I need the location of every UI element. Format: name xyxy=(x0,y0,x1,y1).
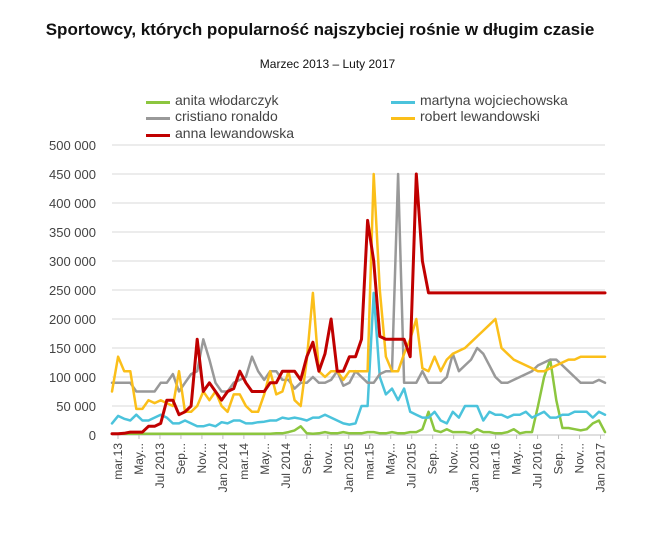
chart-title: Sportowcy, których popularność najszybci… xyxy=(45,20,595,39)
y-tick-label: 50 000 xyxy=(56,399,96,414)
x-tick-label: Jul 2014 xyxy=(279,443,293,489)
x-tick-label: Jan 2014 xyxy=(216,443,230,493)
y-tick-label: 150 000 xyxy=(49,341,96,356)
legend-label-robert: robert lewandowski xyxy=(420,108,540,124)
legend-swatch-anna xyxy=(146,134,170,137)
x-tick-label: Sep... xyxy=(300,443,314,474)
y-tick-label: 250 000 xyxy=(49,283,96,298)
legend-label-anita: anita włodarczyk xyxy=(175,92,279,108)
x-tick-label: Nov... xyxy=(195,443,209,473)
series-line-anna-lewandowska xyxy=(110,172,607,436)
x-tick-label: Nov... xyxy=(447,443,461,473)
series-line-martyna-wojciechowska xyxy=(110,291,607,428)
x-tick-label: May... xyxy=(132,443,146,475)
y-tick-label: 0 xyxy=(89,428,96,443)
x-tick-label: Sep... xyxy=(174,443,188,474)
x-tick-label: May... xyxy=(258,443,272,475)
legend-swatch-cristiano xyxy=(146,117,170,120)
x-tick-label: Jan 2017 xyxy=(594,443,608,493)
x-tick-label: mar.14 xyxy=(237,443,251,480)
x-tick-label: mar.13 xyxy=(111,443,125,480)
y-tick-label: 400 000 xyxy=(49,196,96,211)
y-tick-label: 500 000 xyxy=(49,138,96,153)
x-tick-label: Sep... xyxy=(552,443,566,474)
x-tick-label: Jul 2016 xyxy=(531,443,545,489)
legend-label-martyna: martyna wojciechowska xyxy=(420,92,568,108)
y-tick-label: 100 000 xyxy=(49,370,96,385)
series-line-anita-włodarczyk xyxy=(110,358,607,436)
legend-swatch-martyna xyxy=(391,101,415,104)
x-tick-label: mar.15 xyxy=(363,443,377,480)
x-tick-label: Jul 2013 xyxy=(153,443,167,489)
x-tick-label: Nov... xyxy=(573,443,587,473)
series-line-robert-lewandowski xyxy=(110,172,607,414)
legend-label-cristiano: cristiano ronaldo xyxy=(175,108,278,124)
y-tick-label: 350 000 xyxy=(49,225,96,240)
x-tick-label: Jul 2015 xyxy=(405,443,419,489)
chart-subtitle: Marzec 2013 – Luty 2017 xyxy=(259,57,396,71)
x-tick-label: May... xyxy=(384,443,398,475)
x-tick-label: May... xyxy=(510,443,524,475)
x-tick-label: mar.16 xyxy=(489,443,503,480)
y-tick-label: 300 000 xyxy=(49,254,96,269)
legend-label-anna: anna lewandowska xyxy=(175,125,295,141)
series-line-cristiano-ronaldo xyxy=(110,172,607,393)
x-tick-label: Jan 2016 xyxy=(468,443,482,493)
legend-swatch-anita xyxy=(146,101,170,104)
y-tick-label: 200 000 xyxy=(49,312,96,327)
x-tick-label: Jan 2015 xyxy=(342,443,356,493)
y-tick-label: 450 000 xyxy=(49,167,96,182)
x-tick-label: Nov... xyxy=(321,443,335,473)
x-tick-label: Sep... xyxy=(426,443,440,474)
legend-swatch-robert xyxy=(391,117,415,120)
